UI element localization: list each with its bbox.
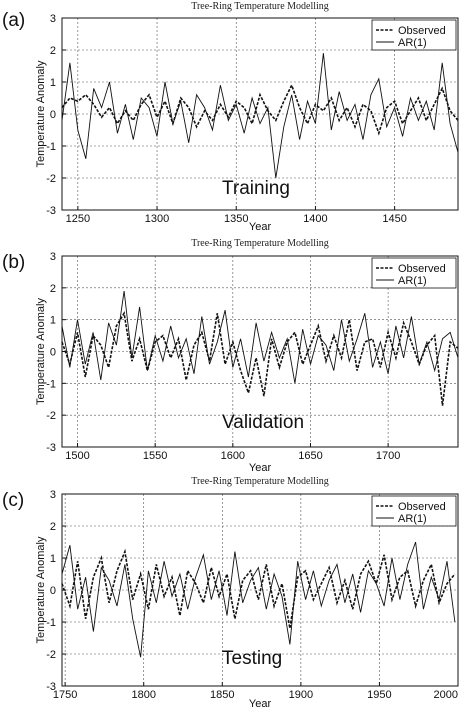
panel-label: (b) [2, 252, 25, 273]
y-axis-label: Temperature Anomaly [35, 536, 47, 643]
x-tick-label: 1550 [143, 450, 167, 462]
y-tick-label: -2 [46, 173, 56, 185]
x-tick-label: 1700 [376, 450, 400, 462]
y-axis-label: Temperature Anomaly [35, 60, 47, 167]
x-tick-label: 1400 [303, 213, 327, 225]
x-tick-label: 1350 [224, 213, 248, 225]
series-line-ar1 [61, 290, 459, 384]
legend-box [371, 495, 457, 527]
x-tick-label: 1950 [367, 689, 391, 701]
series-line-ar1 [61, 541, 456, 658]
legend-label: Observed [398, 25, 446, 37]
chart-title: Tree-Ring Temperature Modelling [191, 476, 329, 487]
y-tick-label: 0 [50, 585, 56, 597]
series-line-observed [61, 83, 459, 136]
x-tick-label: 1850 [210, 689, 234, 701]
x-tick-label: 2000 [434, 689, 458, 701]
x-axis-label: Year [249, 221, 272, 233]
x-tick-label: 1900 [289, 689, 313, 701]
y-tick-label: -2 [46, 649, 56, 661]
panel-annotation: Training [222, 178, 290, 199]
x-tick-label: 1600 [221, 450, 245, 462]
y-tick-label: 0 [50, 109, 56, 121]
panel-annotation: Validation [222, 412, 304, 433]
y-tick-label: 3 [50, 13, 56, 25]
x-tick-label: 1750 [53, 689, 77, 701]
chart-panel-3: (c) Tree-Ring Temperature Modelling 1750 18… [2, 476, 459, 708]
x-tick-label: 1500 [65, 450, 89, 462]
legend-label: AR(1) [398, 37, 427, 49]
y-tick-label: -2 [46, 410, 56, 422]
panel-label: (a) [2, 10, 25, 31]
y-tick-label: 2 [50, 521, 56, 533]
panel-label: (c) [2, 490, 24, 511]
y-tick-label: 1 [50, 315, 56, 327]
x-axis-label: Year [249, 698, 272, 708]
y-tick-label: 2 [50, 283, 56, 295]
x-tick-label: 1650 [298, 450, 322, 462]
y-tick-label: 1 [50, 553, 56, 565]
legend-box [371, 19, 457, 51]
legend-label: Observed [398, 263, 446, 275]
legend-label: AR(1) [398, 275, 427, 287]
panel-annotation: Testing [222, 648, 282, 669]
series-line-ar1 [61, 53, 459, 179]
y-tick-label: -3 [46, 205, 56, 217]
y-tick-label: 2 [50, 45, 56, 57]
y-tick-label: -1 [46, 378, 56, 390]
y-tick-label: 3 [50, 251, 56, 263]
x-tick-label: 1800 [131, 689, 155, 701]
chart-title: Tree-Ring Temperature Modelling [191, 238, 329, 249]
y-axis-label: Temperature Anomaly [35, 298, 47, 405]
x-tick-label: 1250 [66, 213, 90, 225]
y-tick-label: 1 [50, 77, 56, 89]
chart-title: Tree-Ring Temperature Modelling [191, 1, 329, 12]
legend-label: AR(1) [398, 513, 427, 525]
y-tick-label: 0 [50, 347, 56, 359]
legend-label: Observed [398, 501, 446, 513]
y-tick-label: -3 [46, 442, 56, 454]
y-tick-label: -3 [46, 681, 56, 693]
y-tick-label: -1 [46, 141, 56, 153]
legend-box [371, 257, 457, 289]
y-tick-label: -1 [46, 617, 56, 629]
x-tick-label: 1450 [382, 213, 406, 225]
chart-panel-2: (b) Tree-Ring Temperature Modelling 1500 15… [2, 238, 459, 474]
series-line-observed [61, 548, 456, 629]
x-tick-label: 1300 [145, 213, 169, 225]
y-tick-label: 3 [50, 489, 56, 501]
x-axis-label: Year [249, 462, 272, 474]
series-line-observed [61, 311, 459, 406]
